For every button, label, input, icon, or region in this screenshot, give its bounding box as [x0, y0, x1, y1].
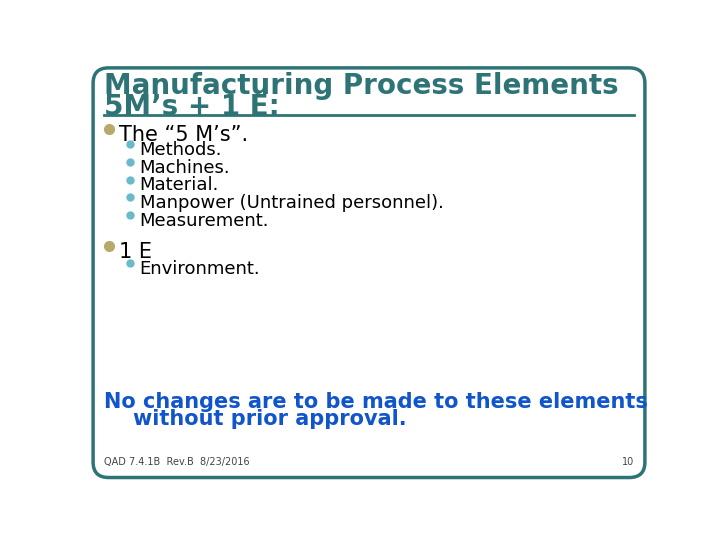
Text: Methods.: Methods.	[140, 141, 222, 159]
Text: Manufacturing Process Elements: Manufacturing Process Elements	[104, 72, 618, 100]
Text: Machines.: Machines.	[140, 159, 230, 177]
Text: Environment.: Environment.	[140, 260, 260, 279]
Text: 5M’s + 1 E:: 5M’s + 1 E:	[104, 93, 279, 122]
Text: without prior approval.: without prior approval.	[104, 409, 407, 429]
Text: The “5 M’s”.: The “5 M’s”.	[120, 125, 248, 145]
Text: QAD 7.4.1B  Rev.B  8/23/2016: QAD 7.4.1B Rev.B 8/23/2016	[104, 457, 250, 467]
Text: 10: 10	[622, 457, 634, 467]
Text: No changes are to be made to these elements: No changes are to be made to these eleme…	[104, 392, 648, 412]
Text: 1 E: 1 E	[120, 242, 153, 262]
Text: Manpower (Untrained personnel).: Manpower (Untrained personnel).	[140, 194, 444, 212]
Text: Material.: Material.	[140, 177, 219, 194]
FancyBboxPatch shape	[93, 68, 645, 477]
Text: Measurement.: Measurement.	[140, 212, 269, 230]
